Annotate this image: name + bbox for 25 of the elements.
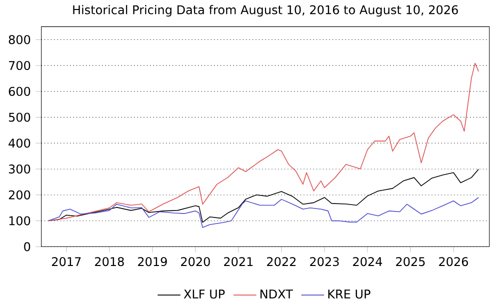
- y-tick-label: 400: [8, 138, 30, 148]
- line-series: [48, 197, 479, 228]
- y-tick-label: 100: [9, 216, 30, 226]
- y-tick-label: 200: [8, 190, 30, 200]
- y-tick-label: 500: [8, 112, 30, 122]
- x-tick-label: 2019: [138, 257, 167, 266]
- line-series: [48, 62, 479, 222]
- x-tick-label: 2024: [353, 257, 382, 266]
- x-tick-label: 2025: [396, 257, 425, 266]
- y-tick-label: 300: [8, 164, 30, 174]
- y-tick-label: 700: [9, 60, 30, 70]
- y-tick-label: 600: [8, 86, 30, 96]
- y-tick-label: 800: [8, 35, 30, 44]
- x-tick-label: 2020: [181, 257, 210, 266]
- legend-label: XLF UP: [184, 290, 225, 299]
- legend-label: KRE UP: [328, 290, 370, 299]
- legend-label: NDXT: [260, 290, 293, 298]
- chart-title: Historical Pricing Data from August 10, 2016 to August 10, 2026: [73, 5, 458, 17]
- x-tick-label: 2026: [439, 257, 468, 266]
- x-tick-label: 2018: [95, 257, 124, 266]
- x-tick-label: 2017: [52, 257, 81, 266]
- x-tick-label: 2021: [224, 257, 253, 266]
- x-tick-label: 2022: [267, 257, 296, 266]
- y-tick-label: 0: [24, 242, 30, 252]
- x-tick-label: 2023: [310, 257, 339, 266]
